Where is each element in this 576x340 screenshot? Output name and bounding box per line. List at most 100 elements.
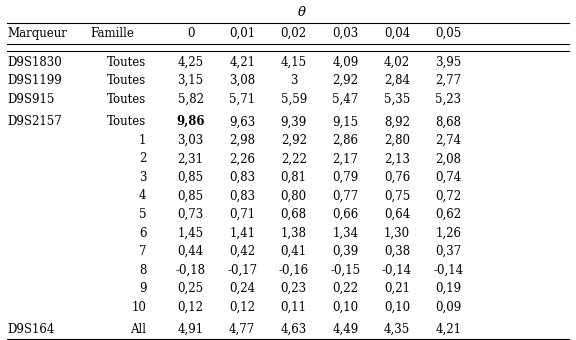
Text: 0,85: 0,85 (177, 171, 203, 184)
Text: 0,80: 0,80 (281, 189, 307, 202)
Text: 0,11: 0,11 (281, 301, 307, 314)
Text: 9,63: 9,63 (229, 115, 255, 128)
Text: 4,49: 4,49 (332, 323, 358, 336)
Text: 0: 0 (187, 27, 194, 39)
Text: 9,15: 9,15 (332, 115, 358, 128)
Text: 2,74: 2,74 (435, 134, 461, 147)
Text: 0,74: 0,74 (435, 171, 461, 184)
Text: Toutes: Toutes (107, 115, 146, 128)
Text: Toutes: Toutes (107, 93, 146, 106)
Text: 1,30: 1,30 (384, 226, 410, 240)
Text: 4,02: 4,02 (384, 55, 410, 69)
Text: D9S1199: D9S1199 (7, 74, 62, 87)
Text: 2,17: 2,17 (332, 152, 358, 165)
Text: All: All (130, 323, 146, 336)
Text: 2,31: 2,31 (177, 152, 203, 165)
Text: -0,14: -0,14 (433, 264, 464, 277)
Text: 0,21: 0,21 (384, 282, 410, 295)
Text: 0,77: 0,77 (332, 189, 358, 202)
Text: -0,18: -0,18 (176, 264, 206, 277)
Text: 4: 4 (139, 189, 146, 202)
Text: 2,84: 2,84 (384, 74, 410, 87)
Text: 9,86: 9,86 (176, 115, 205, 128)
Text: 3,95: 3,95 (435, 55, 461, 69)
Text: 0,22: 0,22 (332, 282, 358, 295)
Text: 2,22: 2,22 (281, 152, 306, 165)
Text: 8,92: 8,92 (384, 115, 410, 128)
Text: 0,68: 0,68 (281, 208, 307, 221)
Text: 1,34: 1,34 (332, 226, 358, 240)
Text: Toutes: Toutes (107, 74, 146, 87)
Text: 2,77: 2,77 (435, 74, 461, 87)
Text: 0,39: 0,39 (332, 245, 358, 258)
Text: -0,15: -0,15 (330, 264, 361, 277)
Text: 4,15: 4,15 (281, 55, 307, 69)
Text: 0,23: 0,23 (281, 282, 307, 295)
Text: 1,38: 1,38 (281, 226, 307, 240)
Text: 0,79: 0,79 (332, 171, 358, 184)
Text: 8,68: 8,68 (435, 115, 461, 128)
Text: 3: 3 (290, 74, 297, 87)
Text: 0,44: 0,44 (177, 245, 204, 258)
Text: 2,98: 2,98 (229, 134, 255, 147)
Text: Famille: Famille (90, 27, 134, 39)
Text: 4,09: 4,09 (332, 55, 358, 69)
Text: 3: 3 (139, 171, 146, 184)
Text: 5,23: 5,23 (435, 93, 461, 106)
Text: 3,03: 3,03 (177, 134, 204, 147)
Text: 9,39: 9,39 (281, 115, 307, 128)
Text: D9S164: D9S164 (7, 323, 55, 336)
Text: -0,16: -0,16 (279, 264, 309, 277)
Text: 3,08: 3,08 (229, 74, 255, 87)
Text: 0,05: 0,05 (435, 27, 461, 39)
Text: 0,25: 0,25 (177, 282, 203, 295)
Text: 10: 10 (131, 301, 146, 314)
Text: 5,35: 5,35 (384, 93, 410, 106)
Text: 8: 8 (139, 264, 146, 277)
Text: 6: 6 (139, 226, 146, 240)
Text: 0,83: 0,83 (229, 189, 255, 202)
Text: Marqueur: Marqueur (7, 27, 67, 39)
Text: 1,26: 1,26 (435, 226, 461, 240)
Text: 2,80: 2,80 (384, 134, 410, 147)
Text: 0,24: 0,24 (229, 282, 255, 295)
Text: 0,66: 0,66 (332, 208, 358, 221)
Text: 2,92: 2,92 (332, 74, 358, 87)
Text: D9S915: D9S915 (7, 93, 55, 106)
Text: θ: θ (298, 6, 306, 19)
Text: 0,10: 0,10 (332, 301, 358, 314)
Text: 9: 9 (139, 282, 146, 295)
Text: 5,47: 5,47 (332, 93, 358, 106)
Text: 3,15: 3,15 (177, 74, 203, 87)
Text: 0,64: 0,64 (384, 208, 410, 221)
Text: 0,02: 0,02 (281, 27, 307, 39)
Text: 5,71: 5,71 (229, 93, 255, 106)
Text: 0,75: 0,75 (384, 189, 410, 202)
Text: 4,35: 4,35 (384, 323, 410, 336)
Text: 4,25: 4,25 (177, 55, 203, 69)
Text: 2,86: 2,86 (332, 134, 358, 147)
Text: 0,42: 0,42 (229, 245, 255, 258)
Text: 0,37: 0,37 (435, 245, 461, 258)
Text: 2,08: 2,08 (435, 152, 461, 165)
Text: 2,13: 2,13 (384, 152, 410, 165)
Text: 4,21: 4,21 (229, 55, 255, 69)
Text: 4,91: 4,91 (177, 323, 203, 336)
Text: 5: 5 (139, 208, 146, 221)
Text: 1,45: 1,45 (177, 226, 203, 240)
Text: 0,71: 0,71 (229, 208, 255, 221)
Text: 7: 7 (139, 245, 146, 258)
Text: -0,14: -0,14 (382, 264, 412, 277)
Text: 5,82: 5,82 (177, 93, 203, 106)
Text: 0,12: 0,12 (229, 301, 255, 314)
Text: Toutes: Toutes (107, 55, 146, 69)
Text: 0,76: 0,76 (384, 171, 410, 184)
Text: -0,17: -0,17 (227, 264, 257, 277)
Text: 0,12: 0,12 (177, 301, 203, 314)
Text: 0,03: 0,03 (332, 27, 358, 39)
Text: 0,10: 0,10 (384, 301, 410, 314)
Text: 0,81: 0,81 (281, 171, 307, 184)
Text: 0,38: 0,38 (384, 245, 410, 258)
Text: 2: 2 (139, 152, 146, 165)
Text: 0,41: 0,41 (281, 245, 307, 258)
